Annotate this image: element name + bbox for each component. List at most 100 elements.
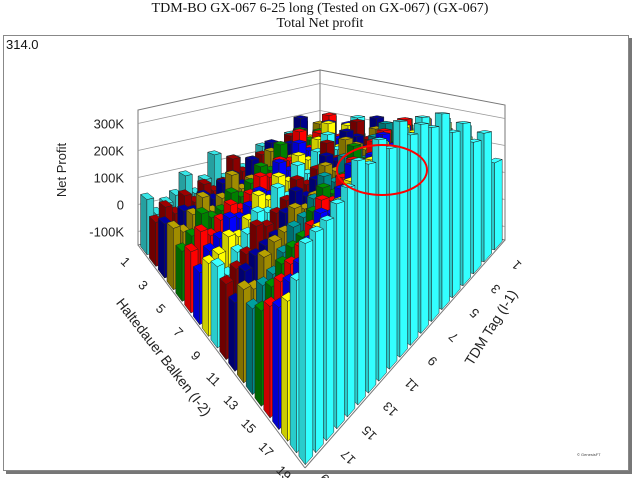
- bar-top: [257, 249, 272, 258]
- bar-side-right: [304, 239, 314, 466]
- haltedauer-tick-label: 15: [238, 416, 259, 437]
- bars: [140, 112, 503, 466]
- bar-top: [288, 186, 304, 192]
- bar-top: [477, 130, 492, 134]
- bar-top: [375, 131, 391, 135]
- bar-top: [378, 120, 393, 125]
- bar-top: [222, 211, 238, 219]
- right-wall-gridline: [319, 83, 506, 119]
- bar-top: [289, 161, 306, 166]
- bar-side-right: [378, 138, 387, 382]
- bar-side-left: [281, 296, 288, 443]
- bar-top: [376, 128, 392, 132]
- haltedauer-tick-label: 19: [273, 463, 294, 478]
- bar-top: [184, 242, 199, 253]
- bar-side-left: [193, 265, 200, 326]
- bar-top: [339, 128, 354, 132]
- bar-side-left: [298, 239, 306, 466]
- bar-side-left: [201, 257, 209, 338]
- tdm-axis-line: [304, 239, 506, 469]
- bar-side-right: [347, 185, 356, 418]
- bar-side-left: [237, 283, 244, 384]
- bar-top: [195, 191, 211, 199]
- haltedauer-tick-label: 17: [256, 439, 277, 460]
- bar-side-left: [219, 278, 227, 361]
- bar-top: [238, 262, 253, 272]
- bar-top: [178, 170, 194, 177]
- tdm-tick-label: 5: [467, 305, 483, 321]
- bar-top: [293, 115, 308, 119]
- bar-top: [346, 142, 362, 147]
- bar-side-left: [245, 302, 253, 396]
- bar-side-left: [184, 245, 192, 314]
- bar-top: [286, 220, 302, 228]
- bar-side-left: [263, 300, 271, 419]
- bar-top: [320, 139, 335, 144]
- haltedauer-tick-label: 9: [188, 348, 204, 364]
- bar-top: [316, 171, 333, 177]
- bar-top: [320, 131, 335, 136]
- z-tick-label: 300K: [94, 117, 125, 132]
- left-wall-gridline: [137, 83, 321, 124]
- haltedauer-tick-label: 11: [203, 369, 223, 389]
- bar-side-right: [389, 146, 398, 370]
- bar-top: [193, 223, 209, 233]
- bar-top: [314, 194, 330, 201]
- tdm-tick-label: 1: [509, 257, 525, 273]
- bar-side-right: [410, 133, 419, 347]
- bar-side-right: [473, 140, 482, 275]
- bar-top: [196, 178, 212, 185]
- bar-top: [270, 182, 286, 189]
- bar-top: [224, 170, 240, 176]
- bar-top: [263, 139, 280, 144]
- bar-side-right: [494, 159, 503, 251]
- bar-side-right: [441, 113, 450, 311]
- copyright-label: © GenesisFT: [577, 452, 601, 457]
- bar-top: [252, 171, 268, 178]
- bar-top: [415, 115, 430, 118]
- haltedauer-tick-label: 5: [153, 301, 169, 317]
- bar-side-left: [272, 301, 280, 431]
- bar-top: [140, 192, 155, 200]
- bar-side-left: [149, 215, 156, 268]
- bar-top: [313, 207, 329, 214]
- bar-top: [308, 225, 324, 233]
- bar-side-left: [157, 217, 165, 279]
- bar-top: [270, 172, 287, 178]
- bar-top: [210, 257, 225, 268]
- tdm-axis-title: TDM Tag (I-1): [461, 287, 520, 368]
- tdm-tick-label: 11: [401, 375, 421, 395]
- bar-side-left: [140, 193, 148, 256]
- bar-top: [221, 229, 237, 238]
- bar-side-right: [399, 120, 408, 359]
- bar-top: [249, 219, 265, 227]
- z-tick-label: -100K: [89, 225, 124, 240]
- haltedauer-tick-label: 1: [118, 254, 134, 270]
- bar-top: [456, 120, 471, 124]
- bar-top: [369, 115, 384, 119]
- haltedauer-axis-line: [137, 244, 306, 469]
- bar: [298, 236, 314, 466]
- bar-top: [319, 215, 335, 222]
- bar-top: [372, 137, 387, 140]
- bar-side-left: [228, 296, 236, 373]
- bar-top: [253, 162, 269, 168]
- bar-top: [329, 198, 346, 205]
- bar-top: [435, 112, 450, 115]
- bar-top: [236, 279, 252, 291]
- bar-top: [244, 155, 260, 161]
- bar-top: [292, 128, 307, 133]
- bar-side-left: [166, 222, 174, 291]
- z-tick-label: 0: [117, 198, 124, 213]
- highlight-ellipse: [336, 144, 428, 196]
- bar-top: [259, 219, 275, 227]
- bar-top: [206, 150, 223, 156]
- haltedauer-tick-label: 3: [135, 277, 151, 293]
- bar-top: [194, 206, 210, 215]
- bar-side-left: [289, 275, 297, 454]
- bar-top: [317, 161, 334, 167]
- bar-side-right: [326, 217, 335, 442]
- bar-side-right: [315, 228, 324, 454]
- bar-top: [223, 198, 239, 206]
- bar-top: [272, 140, 289, 146]
